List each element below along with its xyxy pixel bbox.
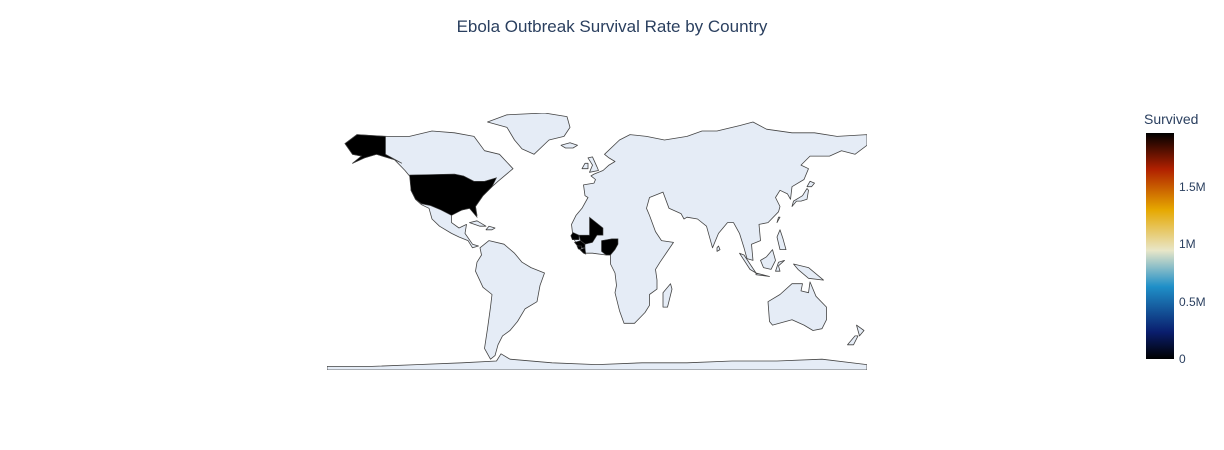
land-new-guinea [793,263,824,281]
colorbar-title: Survived [1144,111,1199,127]
colorbar-tick: 1M [1179,237,1196,251]
colorbar-gradient [1146,133,1174,359]
land-japan [791,188,809,207]
land-madagascar [662,283,673,308]
land-java [755,272,770,277]
colorbar-tick: 0.5M [1179,295,1206,309]
country-senegal[interactable] [570,232,580,240]
land-great-britain [587,156,599,173]
land-iceland [560,142,578,149]
choropleth-layer[interactable] [344,134,619,256]
country-united-states[interactable] [409,173,498,219]
colorbar [1146,133,1174,359]
land-greenland [487,113,571,155]
land-hokkaido [806,180,815,188]
land-taiwan [776,216,781,223]
land-ireland [581,162,589,170]
land-hispaniola [485,225,496,231]
land-eurasia-africa [571,121,867,324]
world-map[interactable] [327,113,867,370]
country-nigeria[interactable] [601,238,619,256]
land-philippines [776,229,787,250]
land-new-zealand-south [847,335,859,346]
land-sulawesi [775,260,785,272]
country-united-states[interactable] [344,134,403,164]
land-australia [767,281,827,331]
country-liberia[interactable] [579,247,587,255]
land-south-america [475,240,545,360]
land-cuba [469,220,487,227]
land-sri-lanka [716,245,721,252]
land-antarctica [327,353,867,370]
colorbar-tick: 0 [1179,352,1186,366]
colorbar-tick: 1.5M [1179,180,1206,194]
chart-title: Ebola Outbreak Survival Rate by Country [456,17,768,36]
land-new-zealand-north [856,324,865,337]
land-borneo [760,249,776,270]
